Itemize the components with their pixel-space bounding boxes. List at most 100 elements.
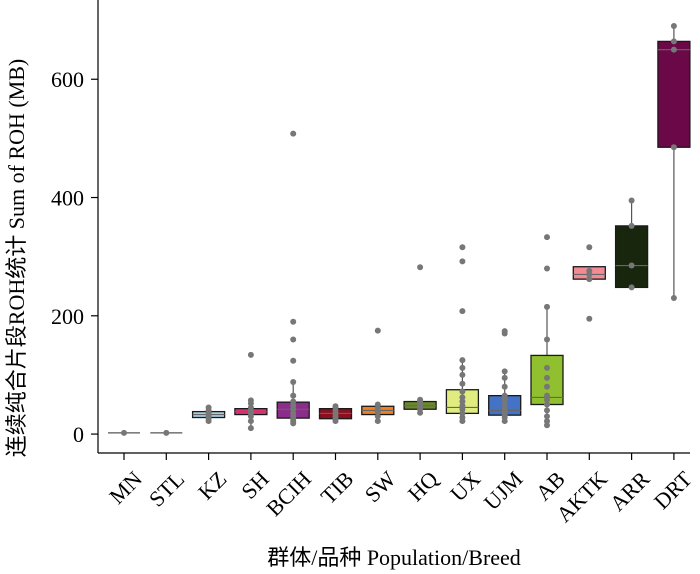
data-point	[290, 398, 297, 405]
data-point	[628, 197, 635, 204]
data-point	[670, 295, 677, 302]
y-tick-label: 400	[51, 186, 84, 211]
data-point	[544, 303, 550, 310]
x-tick-label: KZ	[193, 466, 231, 504]
data-point	[459, 371, 466, 378]
data-point	[628, 262, 635, 269]
data-point	[417, 402, 424, 409]
data-point	[544, 418, 550, 425]
data-point	[459, 357, 466, 364]
box-group-arr	[614, 197, 649, 291]
box-group-mn	[108, 429, 140, 436]
data-point	[586, 244, 593, 251]
data-point	[544, 392, 550, 399]
data-point	[459, 258, 466, 265]
x-tick-label: TIB	[316, 466, 359, 509]
x-axis-title: 群体/品种 Population/Breed	[267, 545, 521, 570]
data-point	[628, 284, 635, 291]
box-group-sw	[361, 327, 395, 425]
data-point	[586, 267, 593, 274]
data-point	[290, 410, 297, 417]
data-point	[459, 244, 466, 251]
data-point	[459, 380, 466, 387]
x-tick-label: UX	[445, 466, 485, 506]
data-point	[459, 414, 466, 421]
data-point	[290, 130, 297, 137]
box-group-kz	[191, 404, 226, 425]
data-point	[290, 392, 297, 399]
data-point	[290, 318, 297, 325]
data-point	[247, 404, 254, 411]
data-point	[247, 425, 254, 432]
data-point	[501, 383, 508, 390]
box-group-hq	[403, 264, 437, 416]
data-point	[544, 422, 550, 429]
data-point	[628, 222, 635, 229]
x-tick-label: SW	[360, 466, 401, 507]
box-group-bcih	[276, 130, 310, 427]
data-point	[290, 357, 297, 364]
data-point	[247, 351, 254, 358]
data-point	[374, 413, 381, 420]
x-tick-label: HQ	[403, 466, 443, 506]
data-point	[670, 38, 677, 45]
y-axis-title: 连续纯合片段ROH统计 Sum of ROH (MB)	[4, 59, 29, 457]
data-point	[586, 315, 593, 322]
data-point	[459, 410, 466, 417]
box-group-ux	[445, 244, 480, 425]
y-tick-label: 200	[51, 304, 84, 329]
x-tick-label: MN	[104, 466, 147, 509]
data-point	[290, 402, 297, 409]
data-point	[670, 46, 677, 53]
data-point	[374, 418, 381, 425]
data-point	[290, 379, 297, 386]
data-point	[459, 402, 466, 409]
data-point	[544, 401, 550, 408]
data-point	[544, 407, 550, 414]
data-point	[247, 418, 254, 425]
data-point	[544, 396, 550, 403]
data-point	[332, 403, 339, 410]
box-group-aktk	[572, 244, 606, 322]
data-point	[459, 308, 466, 315]
box-group-tib	[318, 403, 353, 425]
data-point	[290, 336, 297, 343]
box-group-sh	[234, 351, 268, 432]
data-point	[459, 364, 466, 371]
data-point	[501, 328, 508, 335]
data-point	[417, 396, 424, 403]
box-iqr	[657, 40, 691, 148]
data-point	[670, 144, 677, 151]
x-tick-label: ARR	[605, 466, 655, 516]
data-point	[544, 336, 550, 343]
data-point	[459, 398, 466, 405]
x-tick-label: DRT	[649, 466, 697, 514]
data-point	[459, 394, 466, 401]
data-point	[501, 392, 508, 399]
x-tick-label: BCIH	[261, 466, 316, 521]
data-point	[544, 265, 550, 272]
data-point	[121, 429, 127, 436]
data-point	[501, 374, 508, 381]
data-point	[163, 429, 170, 436]
data-point	[670, 23, 677, 30]
data-point	[247, 397, 254, 404]
data-point	[544, 374, 550, 381]
plot-area	[108, 23, 691, 436]
box-group-ab	[530, 234, 564, 429]
data-point	[417, 264, 424, 271]
box-group-stl	[150, 429, 183, 436]
data-point	[501, 396, 508, 403]
box-group-ujm	[488, 328, 522, 425]
data-point	[544, 383, 550, 390]
box-group-drt	[657, 23, 691, 302]
data-point	[501, 401, 508, 408]
x-tick-label: UJM	[479, 466, 528, 515]
data-point	[586, 276, 593, 283]
data-point	[459, 388, 466, 395]
data-point	[374, 401, 381, 408]
x-tick-label: STL	[144, 466, 189, 511]
y-axis-ticks: 0 200 400 600	[51, 67, 98, 447]
